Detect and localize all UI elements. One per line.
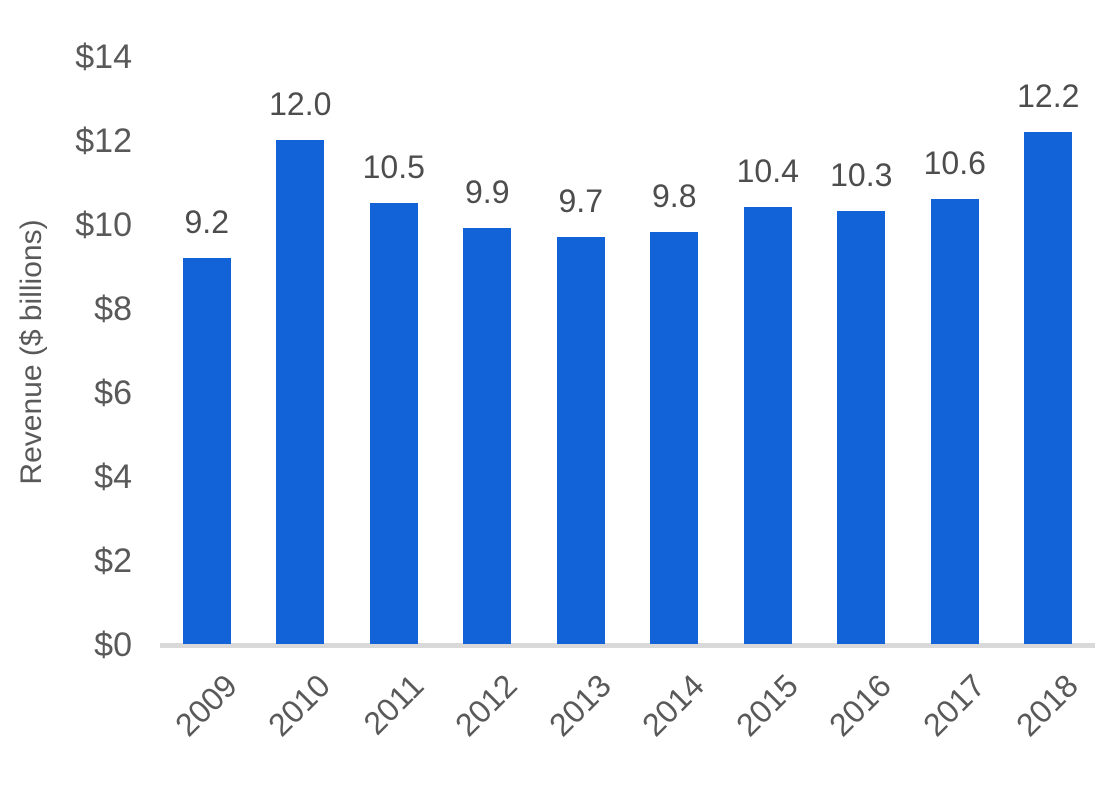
- x-tick-label: 2014: [635, 667, 711, 744]
- x-tick-label: 2010: [261, 667, 337, 744]
- bar-2013: [556, 236, 605, 644]
- bar-2010: [276, 140, 325, 644]
- x-tick-label: 2011: [356, 667, 431, 742]
- bar-value-label: 9.7: [558, 182, 603, 219]
- x-tick-label: 2012: [448, 667, 524, 744]
- bar-value-label: 10.6: [923, 144, 986, 181]
- bar-value-label: 9.8: [652, 178, 697, 215]
- y-tick-label: $12: [75, 122, 132, 160]
- x-axis-line: [160, 643, 1095, 648]
- bar-2015: [743, 207, 792, 644]
- y-axis-title: Revenue ($ billions): [15, 219, 48, 485]
- x-tick-label: 2015: [728, 667, 805, 744]
- bar-value-label: 10.3: [830, 157, 893, 194]
- bar-value-label: 9.2: [184, 203, 229, 240]
- x-tick-label: 2009: [167, 667, 244, 744]
- bar-2011: [369, 203, 418, 644]
- bar-2014: [650, 232, 699, 644]
- x-tick-label: 2018: [1009, 667, 1085, 744]
- x-tick-label: 2017: [915, 667, 992, 744]
- y-tick-label: $6: [94, 374, 132, 412]
- bar-value-label: 12.0: [269, 86, 332, 122]
- bar-2017: [930, 198, 979, 644]
- y-tick-label: $2: [94, 542, 132, 580]
- bar-value-label: 9.9: [465, 174, 510, 211]
- y-tick-label: $14: [75, 38, 132, 76]
- y-tick-label: $4: [94, 458, 132, 496]
- bar-2018: [1024, 131, 1073, 644]
- bar-2016: [837, 211, 886, 644]
- bar-2012: [463, 228, 512, 644]
- y-tick-label: $8: [94, 290, 132, 328]
- bar-value-label: 10.5: [362, 149, 425, 185]
- y-tick-label: $10: [75, 206, 132, 244]
- x-tick-label: 2013: [541, 667, 618, 744]
- bar-2009: [182, 257, 231, 644]
- bar-value-label: 12.2: [1017, 77, 1080, 114]
- y-tick-label: $0: [94, 626, 132, 664]
- bar-value-label: 10.4: [736, 153, 799, 190]
- x-tick-label: 2016: [822, 667, 898, 744]
